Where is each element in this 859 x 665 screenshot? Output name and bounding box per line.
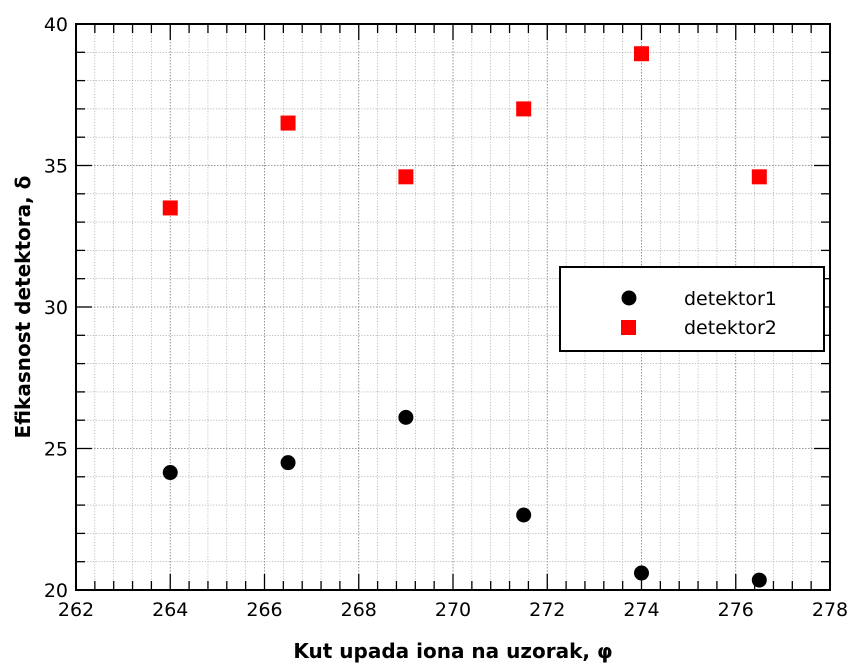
point-detektor1 [634, 565, 649, 581]
x-tick-label: 262 [58, 599, 94, 621]
point-detektor1 [516, 507, 532, 523]
plot-frame [75, 23, 831, 591]
y-tick-label: 25 [44, 439, 68, 461]
y-axis-title: Efikasnost detektora, δ [11, 176, 35, 439]
point-detektor2 [751, 169, 767, 185]
x-tick-label: 268 [341, 599, 377, 621]
legend-label-detektor1: detektor1 [684, 288, 777, 310]
point-detektor2 [516, 101, 532, 117]
point-detektor2 [634, 46, 649, 62]
data-points [162, 46, 767, 588]
y-tick-label: 20 [44, 580, 68, 602]
legend-box [559, 266, 825, 352]
point-detektor2 [398, 169, 414, 185]
y-tick-label: 40 [44, 14, 68, 36]
x-tick-label: 274 [623, 599, 659, 621]
x-tick-label: 276 [718, 599, 754, 621]
x-tick-label: 270 [435, 599, 471, 621]
y-tick-label: 35 [44, 156, 68, 178]
x-tick-label: 266 [246, 599, 282, 621]
axis-ticks [75, 23, 831, 591]
point-detektor2 [162, 200, 178, 216]
x-tick-label: 272 [529, 599, 565, 621]
x-tick-label: 264 [152, 599, 188, 621]
point-detektor2 [280, 115, 296, 131]
legend: detektor1 detektor2 [559, 266, 825, 352]
y-tick-label: 30 [44, 297, 68, 319]
point-detektor1 [280, 455, 296, 471]
x-axis-title: Kut upada iona na uzorak, φ [293, 639, 612, 663]
legend-label-detektor2: detektor2 [684, 317, 777, 339]
x-tick-label: 278 [812, 599, 848, 621]
legend-marker-detektor2 [621, 320, 636, 335]
point-detektor1 [751, 572, 767, 588]
legend-marker-detektor1 [621, 290, 637, 306]
point-detektor1 [398, 409, 414, 425]
tick-labels: 262 264 266 268 270 272 274 276 278 20 25 30 35 40 [44, 14, 848, 621]
point-detektor1 [162, 465, 178, 481]
